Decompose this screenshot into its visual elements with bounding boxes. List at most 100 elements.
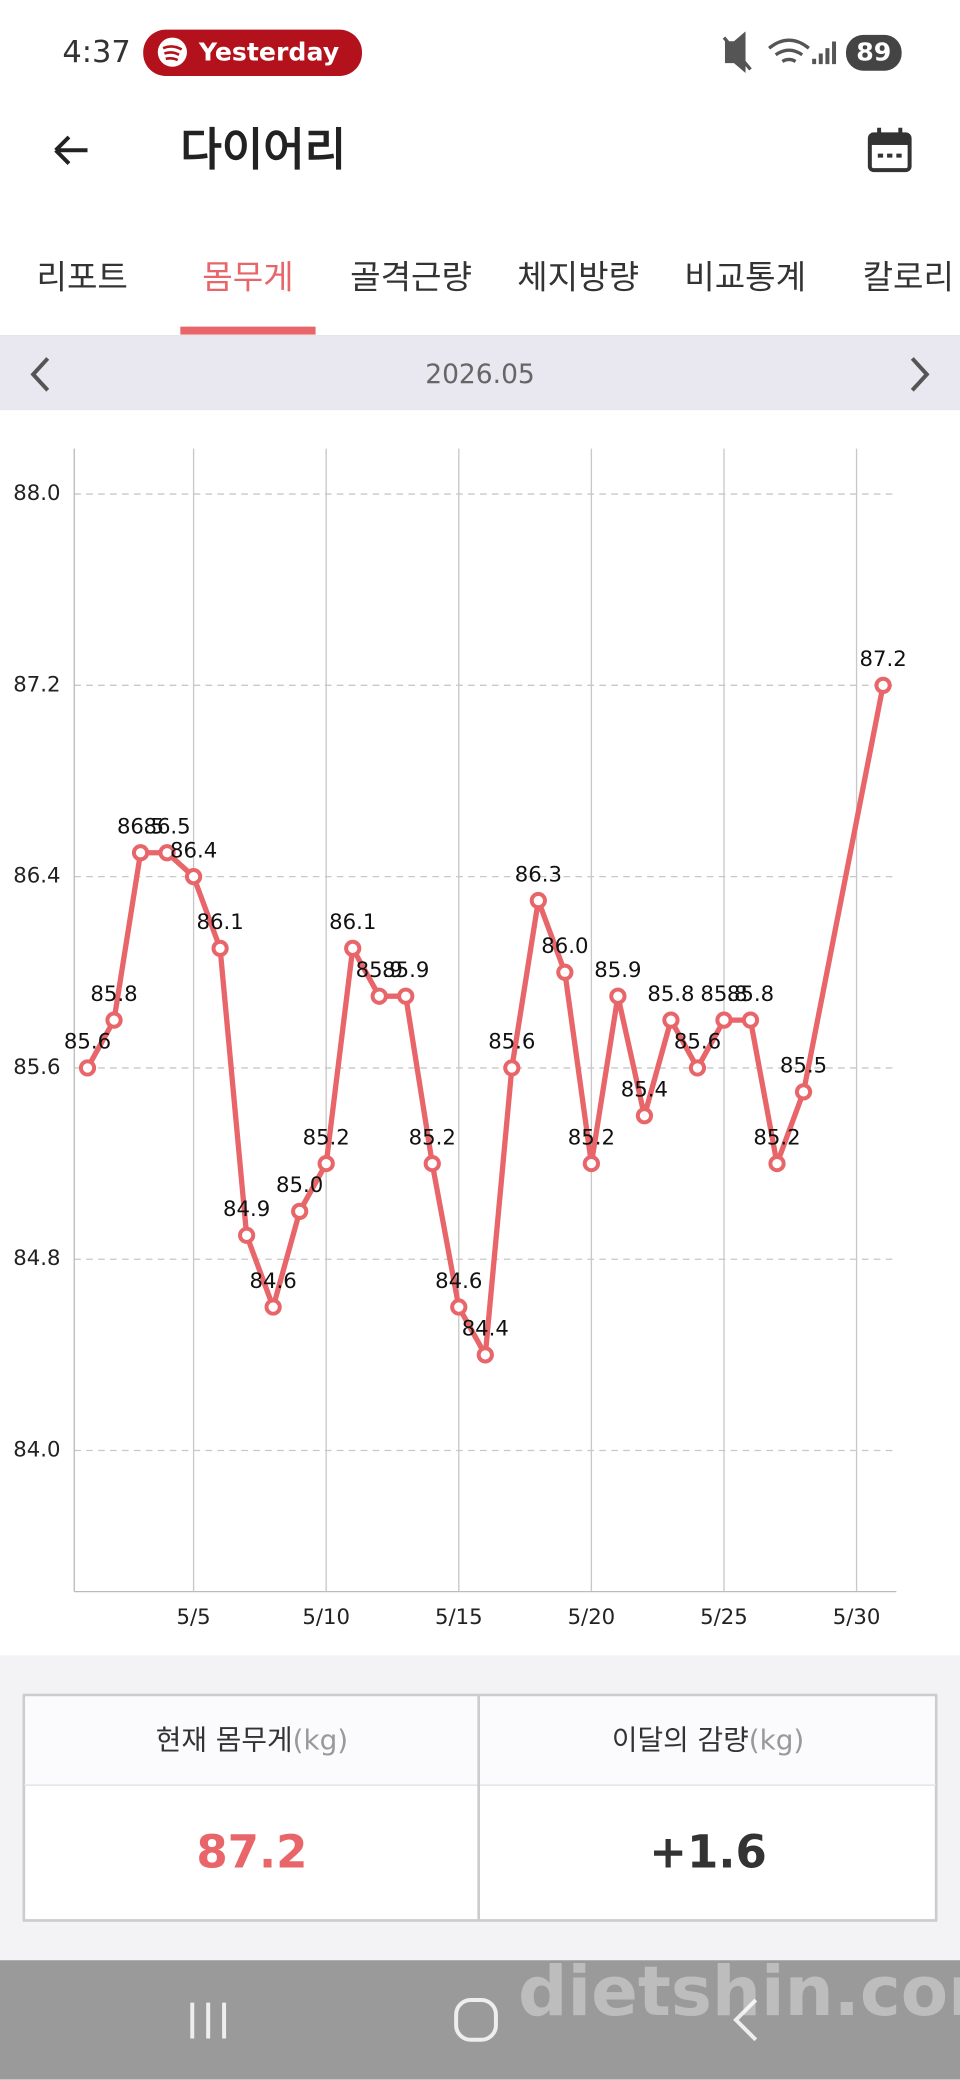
wifi-icon <box>768 38 810 63</box>
summary-value: 87.2 <box>196 1825 307 1878</box>
data-label: 85.8 <box>90 982 137 1007</box>
spotify-waves <box>162 45 183 62</box>
data-point <box>503 1059 521 1077</box>
summary-value: +1.6 <box>649 1825 767 1878</box>
data-label: 84.9 <box>223 1197 270 1222</box>
page-title: 다이어리 <box>180 123 346 176</box>
data-label: 85.8 <box>700 982 747 1007</box>
data-label: 85.8 <box>727 982 774 1007</box>
data-point <box>874 676 892 694</box>
data-point <box>158 844 176 862</box>
signal-icon <box>812 41 837 65</box>
data-label: 87.2 <box>859 647 906 672</box>
data-label: 85.6 <box>64 1030 111 1055</box>
back-nav-button[interactable] <box>733 1998 758 2042</box>
x-tick-label: 5/15 <box>435 1605 483 1630</box>
recents-button[interactable] <box>190 2002 227 2039</box>
data-point <box>476 1346 494 1364</box>
tab[interactable]: 리포트 <box>36 257 127 296</box>
media-title: Yesterday <box>198 37 339 66</box>
data-label: 86.5 <box>143 815 190 840</box>
data-label: 85.2 <box>753 1125 800 1150</box>
month-label: 2026.05 <box>425 359 535 390</box>
y-tick-label: 87.2 <box>13 672 60 697</box>
back-button[interactable] <box>54 135 88 165</box>
data-point <box>105 1011 123 1029</box>
data-point <box>662 1011 680 1029</box>
data-label: 85.8 <box>647 982 694 1007</box>
weight-line <box>85 684 886 1358</box>
summary-label-text: 이달의 감량 <box>612 1723 749 1756</box>
mute-icon <box>722 31 752 73</box>
y-tick-label: 86.4 <box>13 864 60 889</box>
status-time: 4:37 <box>62 35 130 70</box>
data-point <box>635 1107 654 1125</box>
data-point <box>741 1011 760 1029</box>
next-month[interactable] <box>910 357 930 392</box>
tab[interactable]: 칼로리 <box>863 257 954 296</box>
data-label: 85.6 <box>488 1030 535 1055</box>
x-tick-label: 5/30 <box>833 1605 881 1630</box>
battery-level: 89 <box>856 37 891 66</box>
summary-label-text: 현재 몸무게 <box>156 1723 293 1756</box>
data-point <box>238 1226 256 1244</box>
summary-unit: (kg) <box>749 1723 805 1756</box>
x-tick-label: 5/20 <box>568 1605 616 1630</box>
month-bar <box>0 335 960 411</box>
y-tick-label: 88.0 <box>13 481 60 506</box>
x-tick-label: 5/10 <box>302 1605 350 1630</box>
data-label: 85.9 <box>382 958 429 983</box>
data-point <box>131 844 150 862</box>
data-point <box>184 868 203 886</box>
summary-label: 현재 몸무게(kg) <box>156 1723 348 1756</box>
data-point <box>264 1298 282 1316</box>
media-pill[interactable] <box>143 29 362 77</box>
x-tick-label: 5/5 <box>177 1605 211 1630</box>
data-point <box>291 1202 309 1221</box>
y-tick-label: 84.8 <box>13 1246 60 1271</box>
data-label: 84.6 <box>435 1269 482 1294</box>
prev-month[interactable] <box>30 357 50 392</box>
data-point <box>397 987 415 1005</box>
summary-unit: (kg) <box>293 1723 349 1756</box>
home-button[interactable] <box>454 1998 498 2042</box>
data-point <box>582 1154 600 1173</box>
data-point <box>609 987 627 1005</box>
data-label: 84.4 <box>462 1317 509 1342</box>
data-label: 85.9 <box>356 958 403 983</box>
active-tab-indicator <box>180 326 316 335</box>
data-point <box>211 939 229 957</box>
data-label: 86.0 <box>541 934 588 959</box>
data-point <box>556 963 574 981</box>
x-tick-label: 5/25 <box>700 1605 748 1630</box>
data-label: 84.6 <box>250 1269 297 1294</box>
data-label: 85.2 <box>409 1125 456 1150</box>
battery <box>845 34 902 71</box>
tab[interactable]: 비교통계 <box>684 257 806 296</box>
data-point <box>317 1154 335 1173</box>
tab-bar: 리포트 몸무게 골격근량 체지방량 비교통계 칼로리 <box>36 257 954 296</box>
data-point <box>688 1059 707 1077</box>
data-point <box>768 1154 786 1173</box>
data-point <box>715 1011 733 1029</box>
data-label: 85.6 <box>674 1030 721 1055</box>
tab[interactable]: 몸무게 <box>202 257 293 296</box>
y-tick-label: 84.0 <box>13 1438 60 1463</box>
summary-label: 이달의 감량(kg) <box>612 1723 804 1756</box>
tab[interactable]: 골격근량 <box>350 257 472 296</box>
calendar-button[interactable] <box>867 127 912 173</box>
data-point <box>529 891 547 910</box>
y-tick-label: 85.6 <box>13 1055 60 1080</box>
data-label: 86.5 <box>117 815 164 840</box>
data-point <box>344 939 362 957</box>
tab[interactable]: 체지방량 <box>517 257 639 296</box>
data-point <box>370 987 388 1005</box>
chart: 84.0 84.8 85.6 86.4 87.2 88.0 5/5 5/10 5/15 5/20 5… <box>13 448 907 1630</box>
data-label: 85.2 <box>303 1125 350 1150</box>
data-point <box>450 1298 468 1316</box>
data-point <box>794 1083 813 1101</box>
data-label: 86.4 <box>170 838 217 863</box>
